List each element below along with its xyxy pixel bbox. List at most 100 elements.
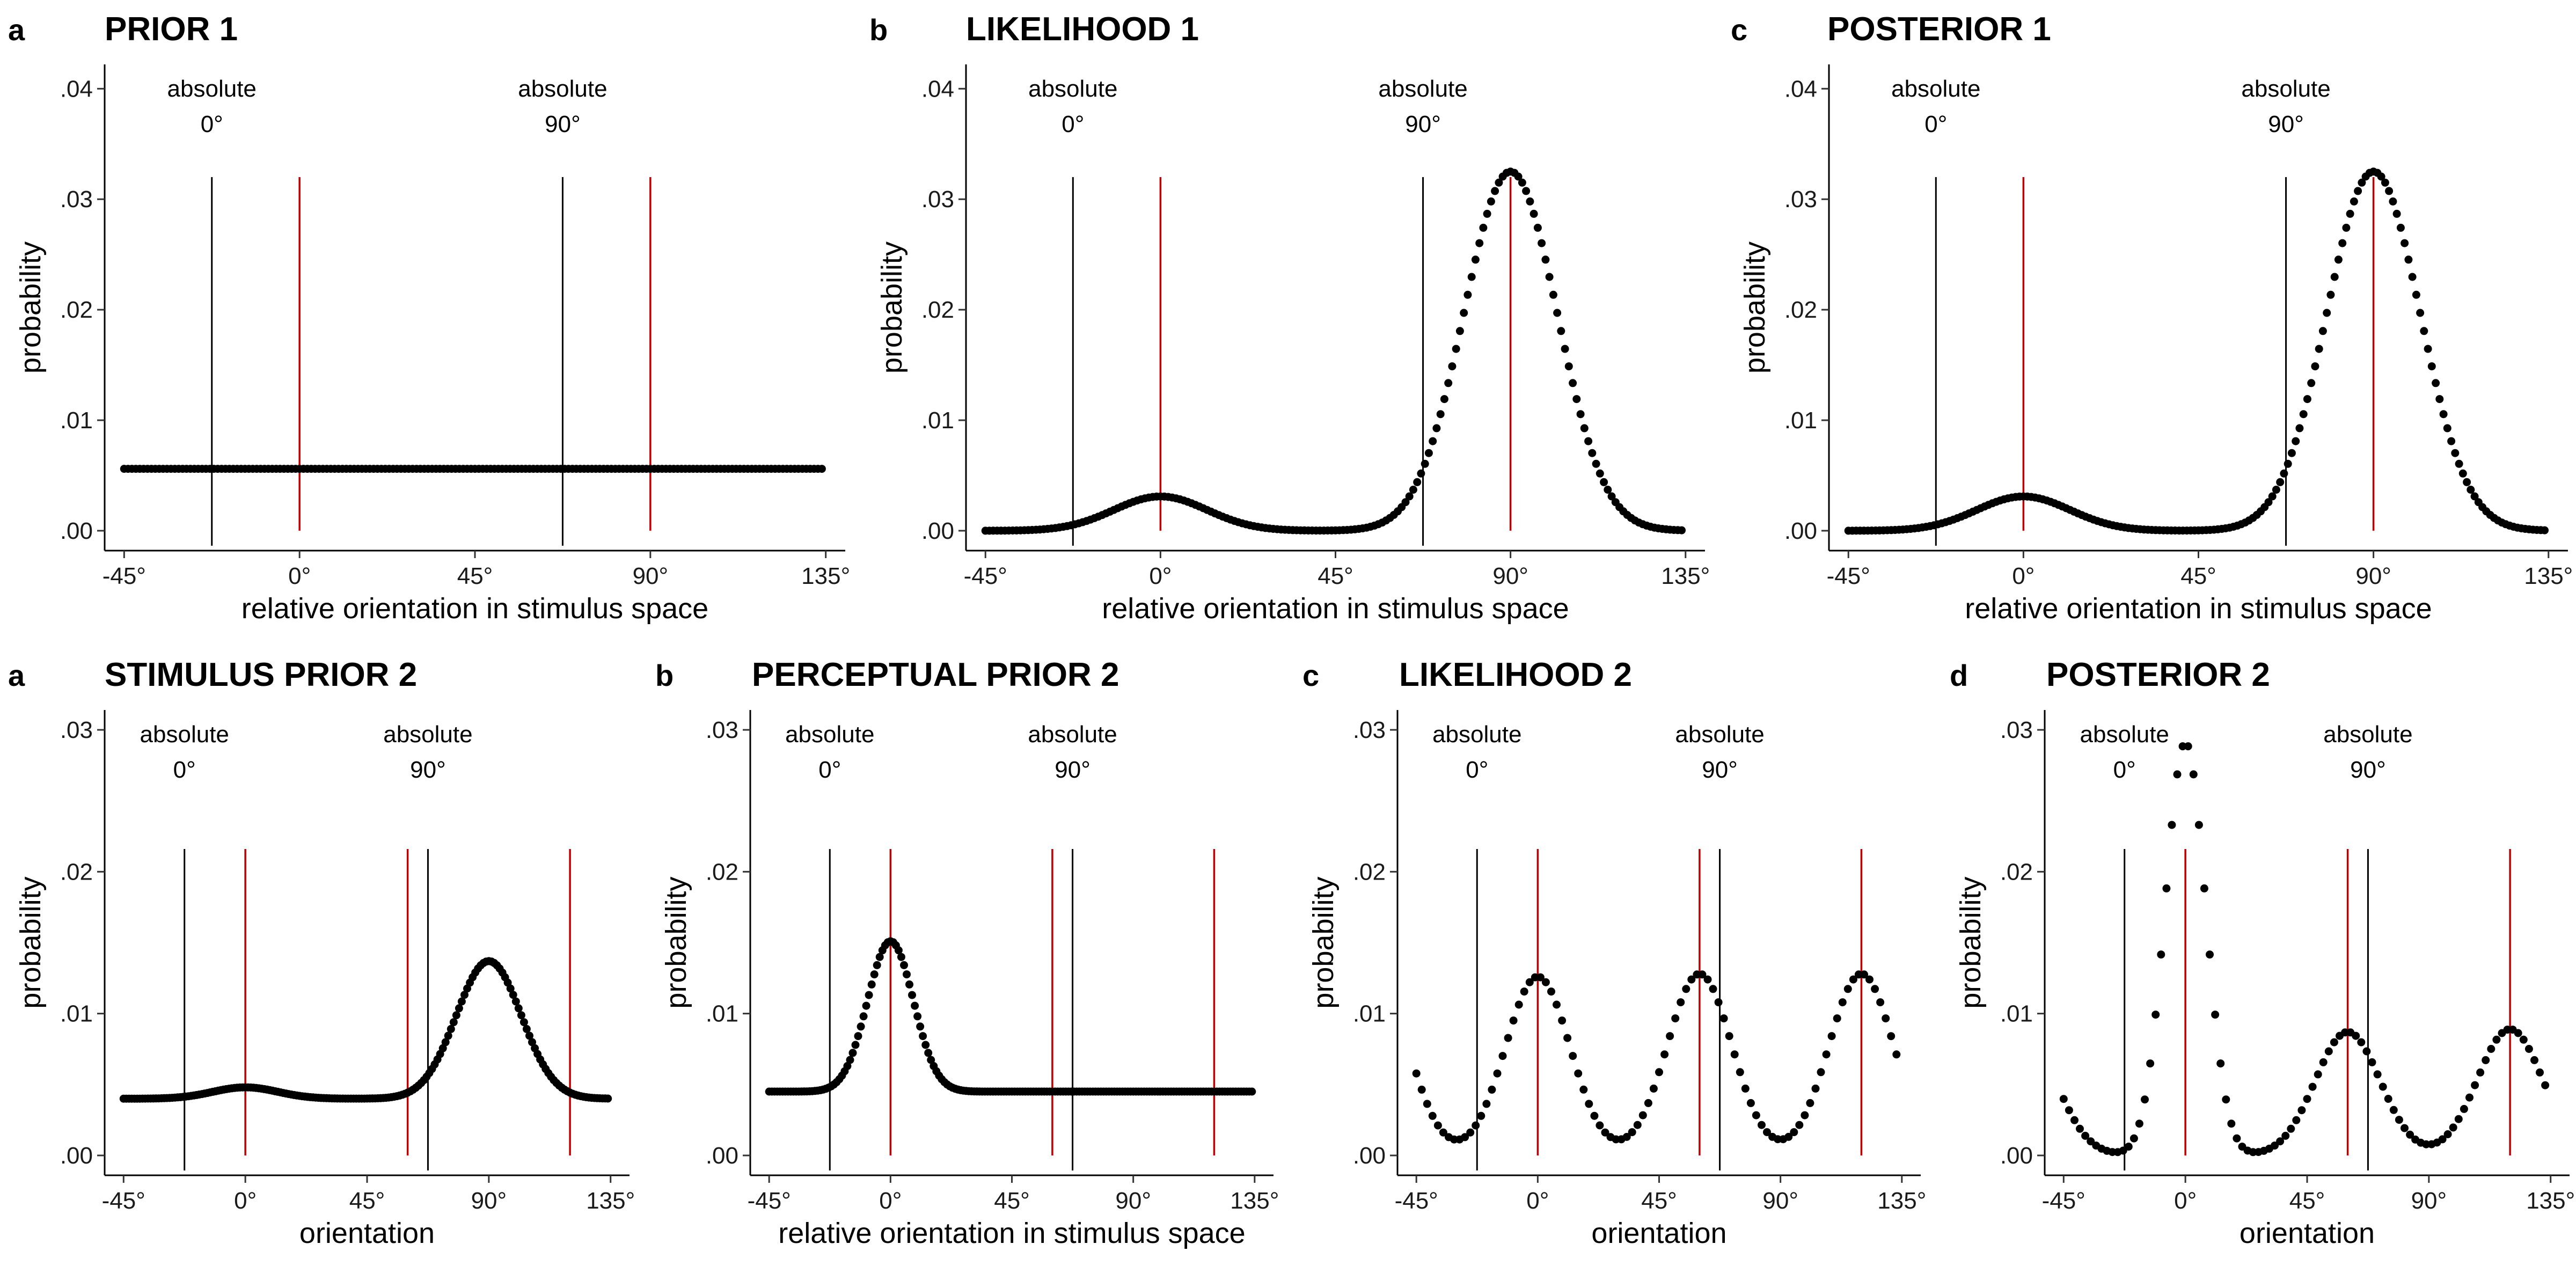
data-point [2420, 327, 2428, 335]
data-point [900, 961, 908, 969]
x-tick-label: 90° [1762, 1188, 1798, 1214]
data-point [2408, 273, 2417, 281]
x-tick-label: 0° [2174, 1188, 2197, 1214]
panel-letter: a [8, 658, 25, 692]
data-point [2326, 290, 2335, 299]
y-tick-label: .02 [706, 859, 738, 885]
data-point [897, 953, 905, 961]
data-point [1833, 1014, 1841, 1023]
data-point [2330, 273, 2339, 281]
data-point [2323, 309, 2331, 317]
x-tick-label: 0° [1149, 563, 1172, 589]
data-point [911, 1001, 919, 1010]
data-point [2311, 362, 2319, 371]
y-tick-label: .03 [706, 717, 738, 743]
x-axis-title: orientation [1591, 1217, 1726, 1249]
data-point [1604, 486, 1612, 494]
data-point [2124, 1143, 2133, 1151]
data-point [870, 970, 879, 979]
data-point [525, 1031, 533, 1040]
data-point [2334, 255, 2343, 264]
data-point [2200, 884, 2208, 892]
data-point [1633, 1121, 1642, 1129]
x-tick-label: 45° [1318, 563, 1353, 589]
data-point [1871, 985, 1879, 993]
data-point [441, 1038, 450, 1046]
data-point [1432, 424, 1441, 433]
reference-annotation-top: absolute [1028, 76, 1117, 102]
data-point [452, 1011, 460, 1020]
data-point [1666, 1032, 1674, 1041]
data-points [765, 937, 1256, 1096]
data-point [2470, 492, 2479, 501]
y-axis-title: probability [876, 241, 908, 374]
data-point [457, 997, 466, 1006]
y-tick-label: .03 [2000, 717, 2033, 743]
data-point [1601, 1128, 1609, 1137]
data-point [1248, 1087, 1256, 1096]
data-point [2460, 1104, 2468, 1113]
data-point [1876, 998, 1885, 1007]
x-tick-label: 45° [2289, 1188, 2325, 1214]
reference-annotation-top: absolute [140, 721, 229, 748]
data-point [846, 1056, 854, 1064]
data-point [2081, 1131, 2090, 1140]
data-point [2227, 1119, 2236, 1128]
data-point [2076, 1124, 2084, 1133]
data-point [2141, 1095, 2149, 1104]
data-point [1448, 362, 1457, 371]
data-point [2381, 178, 2389, 187]
x-axis-title: relative orientation in stimulus space [241, 592, 708, 625]
data-point [2297, 1106, 2306, 1115]
data-point [1736, 1068, 1744, 1077]
y-tick-label: .03 [60, 186, 93, 213]
data-point [865, 991, 873, 999]
data-point [1719, 1014, 1728, 1023]
data-point [1472, 1121, 1480, 1130]
y-axis-title: probability [660, 876, 692, 1008]
data-point [1607, 492, 1616, 501]
chart-panel-7: d POSTERIOR 2 .00 .01 .02 .03 -45° 0° 45° 90° 135°… [1950, 656, 2575, 1249]
data-point [1730, 1050, 1739, 1059]
panel-letter: d [1950, 658, 1968, 692]
data-point [1682, 985, 1690, 993]
data-point [2129, 1134, 2138, 1143]
x-tick-label: 135° [586, 1188, 635, 1214]
data-point [905, 980, 913, 989]
y-tick-label: .00 [1784, 518, 1817, 544]
data-point [848, 1049, 857, 1057]
data-point [2307, 379, 2316, 387]
data-point [1520, 987, 1528, 996]
data-point [1466, 1128, 1475, 1137]
y-tick-label: .02 [1353, 859, 1386, 885]
x-tick-label: 90° [1115, 1188, 1151, 1214]
reference-annotation-bottom: 90° [545, 111, 581, 137]
y-tick-label: .00 [60, 518, 93, 544]
data-point [1401, 498, 1410, 507]
data-point [514, 1004, 523, 1013]
data-point [1409, 486, 1417, 494]
data-point [1709, 985, 1717, 993]
data-point [2439, 410, 2448, 419]
data-point [449, 1018, 458, 1027]
reference-annotation-bottom: 0° [1924, 111, 1947, 137]
y-axis-title: probability [1955, 876, 1987, 1008]
x-tick-label: 135° [2524, 563, 2573, 589]
data-point [1488, 1085, 1496, 1094]
y-tick-label: .02 [1784, 297, 1817, 323]
y-tick-label: .03 [921, 186, 954, 213]
data-point [2315, 345, 2323, 353]
data-point [1569, 1052, 1577, 1060]
x-tick-label: 135° [2526, 1188, 2575, 1214]
panel-title: LIKELIHOOD 2 [1399, 656, 1632, 693]
data-point [1860, 970, 1868, 979]
data-point [2271, 1141, 2279, 1150]
data-point [1801, 1111, 1809, 1119]
data-point [2276, 1137, 2285, 1146]
data-point [2463, 478, 2471, 486]
data-point [2406, 1130, 2414, 1139]
x-tick-label: 0° [1526, 1188, 1549, 1214]
data-point [2087, 1137, 2095, 1146]
data-point [1549, 290, 1557, 299]
data-point [1622, 1133, 1631, 1141]
